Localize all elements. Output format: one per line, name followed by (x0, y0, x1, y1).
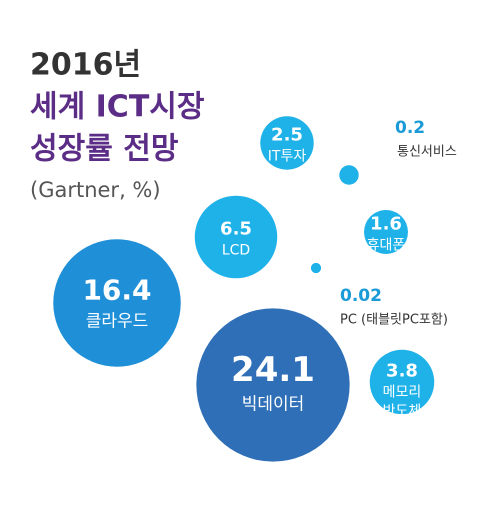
value-label: 24.1 (231, 350, 315, 390)
title-line: 세계 ICT시장 (30, 90, 205, 125)
subtitle: (Gartner, %) (30, 178, 161, 202)
category-label: 클라우드 (86, 311, 149, 331)
category-label: 메모리 반도체 (383, 384, 422, 419)
value-label: 6.5 (220, 218, 252, 239)
value-label: 1.6 (370, 213, 402, 234)
value-label: 0.2 (395, 118, 425, 138)
bubble (260, 116, 314, 170)
bubble (310, 262, 322, 274)
category-label: PC (태블릿PC포함) (340, 313, 448, 328)
category-label: IT투자 (268, 148, 307, 164)
title-line: 성장률 전망 (30, 132, 179, 167)
bubble (53, 239, 181, 367)
value-label: 3.8 (386, 360, 418, 381)
category-label: 빅데이터 (242, 394, 305, 414)
category-label: LCD (222, 242, 250, 258)
category-label: 통신서비스 (397, 145, 457, 160)
category-label: 휴대폰 (367, 237, 406, 253)
bubble (364, 210, 408, 254)
title-line: 2016년 (30, 48, 141, 83)
bubble (194, 195, 278, 279)
value-label: 2.5 (271, 124, 303, 145)
value-label: 16.4 (82, 273, 151, 306)
value-label: 0.02 (340, 286, 382, 306)
bubble (339, 165, 359, 185)
bubble (369, 349, 435, 415)
bubble (196, 308, 350, 462)
